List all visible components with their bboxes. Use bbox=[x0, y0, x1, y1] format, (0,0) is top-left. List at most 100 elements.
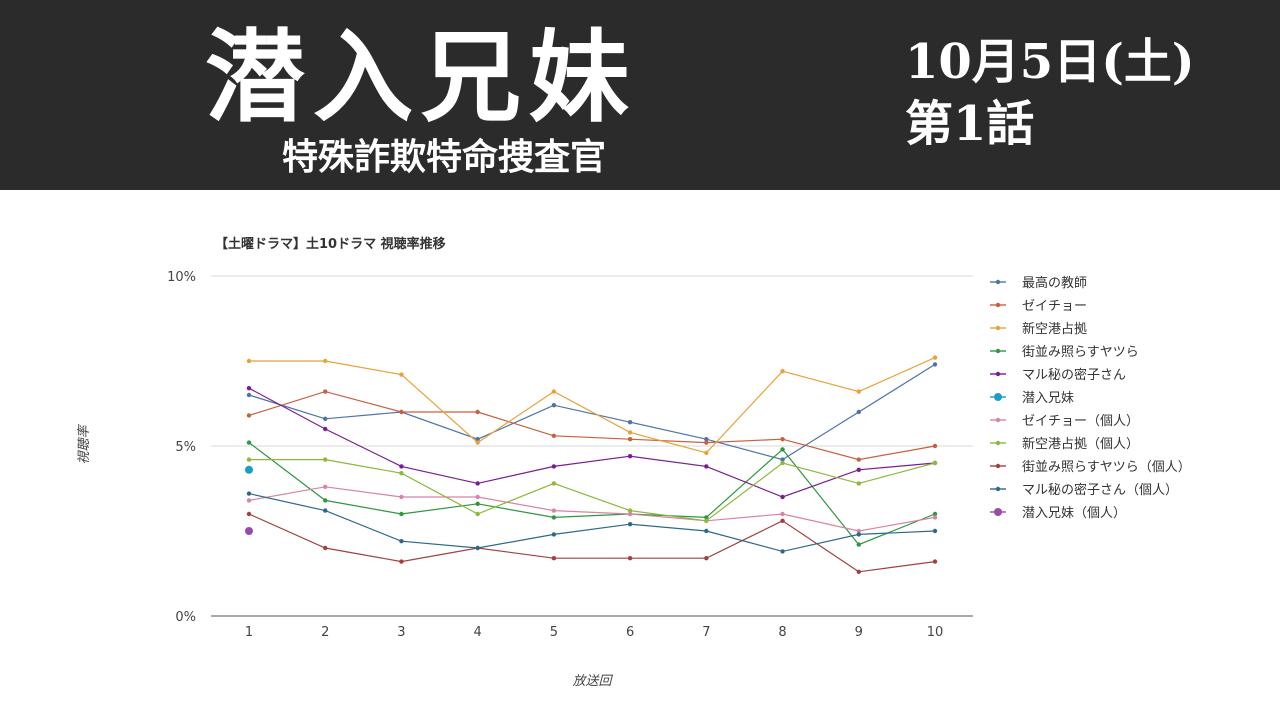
series-1 bbox=[246, 389, 938, 462]
gridlines bbox=[211, 275, 973, 617]
series-line bbox=[248, 363, 936, 461]
series-5 bbox=[245, 465, 253, 474]
series-2 bbox=[246, 355, 938, 455]
ratings-line-chart: 【土曜ドラマ】土10ドラマ 視聴率推移 0%5%10% 1 2 3 4 5 6 7 8 9 10 … bbox=[76, 236, 1191, 689]
legend-swatch-dot bbox=[995, 348, 1001, 354]
series-line bbox=[249, 459, 936, 522]
data-point bbox=[399, 559, 404, 564]
legend-item: 潜入兄妹 bbox=[990, 391, 1074, 406]
data-point bbox=[856, 457, 861, 462]
x-tick-label: 2 bbox=[321, 625, 329, 640]
data-point bbox=[246, 498, 252, 503]
data-point bbox=[704, 437, 709, 442]
data-point bbox=[323, 389, 328, 394]
legend-item: 最高の教師 bbox=[990, 275, 1087, 291]
header-banner: 潜入兄妹 特殊詐欺特命捜査官 10月5日(土) 第1話 bbox=[0, 0, 1280, 190]
data-point bbox=[399, 409, 404, 415]
legend-label: ゼイチョー（個人） bbox=[1022, 414, 1139, 429]
data-point bbox=[932, 511, 938, 517]
data-point bbox=[246, 491, 252, 496]
data-point bbox=[399, 539, 404, 544]
data-point bbox=[323, 545, 328, 551]
x-tick-label: 10 bbox=[927, 625, 944, 640]
x-tick-label: 7 bbox=[702, 625, 710, 640]
data-point bbox=[780, 511, 785, 517]
data-point bbox=[780, 494, 785, 500]
data-point bbox=[704, 556, 709, 561]
chart-title: 【土曜ドラマ】土10ドラマ 視聴率推移 bbox=[215, 236, 446, 252]
legend-label: ゼイチョー bbox=[1022, 299, 1087, 314]
data-point bbox=[323, 358, 328, 364]
data-point bbox=[627, 522, 633, 527]
series-lines bbox=[245, 355, 938, 574]
data-point bbox=[704, 464, 709, 469]
data-point bbox=[551, 464, 557, 469]
data-point bbox=[627, 420, 633, 425]
data-point bbox=[475, 440, 480, 445]
legend-swatch-dot bbox=[994, 393, 1002, 401]
data-point bbox=[856, 532, 861, 537]
legend-swatch-dot bbox=[995, 302, 1001, 308]
data-point bbox=[246, 386, 252, 391]
series-line bbox=[248, 387, 936, 498]
data-point bbox=[399, 471, 404, 476]
legend-swatch-dot bbox=[995, 279, 1001, 285]
data-point bbox=[551, 532, 557, 537]
data-point bbox=[627, 508, 633, 513]
series-7 bbox=[246, 457, 938, 523]
data-point bbox=[780, 549, 785, 554]
series-3 bbox=[246, 440, 938, 547]
data-point bbox=[932, 515, 938, 520]
data-point bbox=[475, 511, 480, 517]
data-point bbox=[704, 450, 709, 455]
data-point bbox=[475, 409, 480, 415]
series-9 bbox=[246, 491, 938, 554]
data-point bbox=[245, 465, 253, 474]
data-point bbox=[780, 437, 785, 442]
x-tick-label: 4 bbox=[474, 625, 482, 640]
data-point bbox=[246, 358, 252, 364]
data-point bbox=[323, 498, 328, 503]
legend-item: マル秘の密子さん bbox=[990, 367, 1126, 383]
data-point bbox=[551, 556, 557, 561]
legend-label: 潜入兄妹（個人） bbox=[1022, 506, 1126, 521]
legend-label: マル秘の密子さん（個人） bbox=[1022, 482, 1178, 498]
data-point bbox=[323, 426, 328, 432]
data-point bbox=[323, 416, 328, 421]
y-axis-label: 視聴率 bbox=[76, 424, 92, 465]
series-6 bbox=[246, 484, 938, 534]
data-point bbox=[627, 556, 633, 561]
data-point bbox=[627, 511, 633, 517]
legend-item: マル秘の密子さん（個人） bbox=[990, 482, 1178, 498]
legend-item: 街並み照らすヤツら bbox=[990, 345, 1139, 360]
x-tick-label: 9 bbox=[855, 625, 863, 640]
series-8 bbox=[246, 511, 938, 574]
legend-label: 潜入兄妹 bbox=[1022, 391, 1074, 406]
episode-number: 第1話 bbox=[905, 96, 1035, 152]
x-tick-label: 6 bbox=[626, 625, 634, 640]
data-point bbox=[932, 443, 938, 449]
data-point bbox=[551, 481, 557, 486]
data-point bbox=[627, 430, 633, 435]
y-axis-ticks: 0% 5% 10% bbox=[167, 270, 196, 625]
data-point bbox=[551, 389, 557, 394]
x-axis-label: 放送回 bbox=[572, 674, 613, 689]
legend: 最高の教師ゼイチョー新空港占拠街並み照らすヤツらマル秘の密子さん潜入兄妹ゼイチョ… bbox=[990, 275, 1191, 521]
data-point bbox=[780, 369, 785, 374]
legend-label: 街並み照らすヤツら（個人） bbox=[1022, 460, 1191, 475]
data-point bbox=[932, 528, 938, 534]
data-point bbox=[475, 501, 480, 506]
data-point bbox=[856, 542, 861, 547]
legend-swatch-dot bbox=[995, 417, 1001, 423]
series-line bbox=[248, 513, 936, 573]
data-point bbox=[704, 528, 709, 534]
x-axis-ticks: 1 2 3 4 5 6 7 8 9 10 bbox=[245, 625, 943, 640]
data-point bbox=[399, 511, 404, 517]
data-point bbox=[323, 508, 328, 513]
legend-swatch-dot bbox=[995, 371, 1001, 377]
data-point bbox=[780, 457, 785, 462]
data-point bbox=[856, 481, 861, 486]
x-tick-label: 3 bbox=[397, 625, 405, 640]
series-4 bbox=[246, 386, 938, 500]
data-point bbox=[551, 515, 557, 520]
